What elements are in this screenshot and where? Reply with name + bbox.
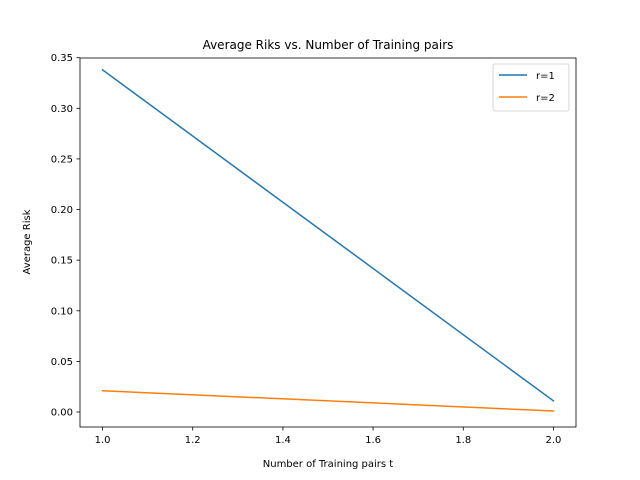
y-axis-label: Average Risk xyxy=(22,209,33,274)
y-tick-label: 0.20 xyxy=(51,205,73,216)
legend-label: r=2 xyxy=(536,93,555,104)
x-tick-label: 1.4 xyxy=(275,435,291,446)
legend-label: r=1 xyxy=(536,71,555,82)
y-tick-label: 0.10 xyxy=(51,306,73,317)
y-tick-label: 0.05 xyxy=(51,357,73,368)
x-tick-label: 1.0 xyxy=(95,435,111,446)
y-tick-label: 0.25 xyxy=(51,154,73,165)
plot-area: 1.0 1.2 1.4 1.6 1.8 2.0 0.00 0.05 0.10 0.15 0.20 0.… xyxy=(51,53,577,446)
x-tick-label: 1.8 xyxy=(455,435,471,446)
y-tick-label: 0.30 xyxy=(51,104,73,115)
legend-box xyxy=(492,63,570,112)
x-axis-label: Number of Training pairs t xyxy=(263,459,394,470)
series-line-r1 xyxy=(101,68,555,402)
chart-title: Average Riks vs. Number of Training pair… xyxy=(203,38,454,52)
x-tick-label: 1.2 xyxy=(185,435,201,446)
axes-frame xyxy=(79,57,577,428)
series-line-r2 xyxy=(101,389,555,412)
x-tick-label: 2.0 xyxy=(546,435,562,446)
y-tick-label: 0.15 xyxy=(51,256,73,267)
y-tick-label: 0.00 xyxy=(51,408,73,419)
x-tick-label: 1.6 xyxy=(365,435,381,446)
y-tick-label: 0.35 xyxy=(51,53,73,64)
